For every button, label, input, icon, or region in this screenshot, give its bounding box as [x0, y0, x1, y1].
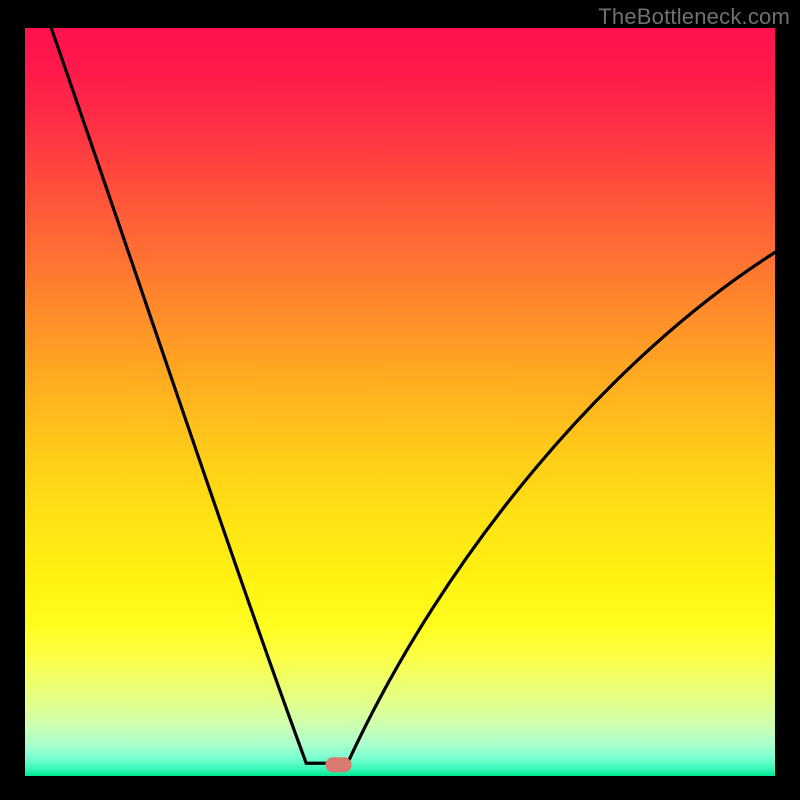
- watermark-label: TheBottleneck.com: [598, 4, 790, 30]
- optimal-point-marker: [325, 757, 351, 772]
- bottleneck-chart: [0, 0, 800, 800]
